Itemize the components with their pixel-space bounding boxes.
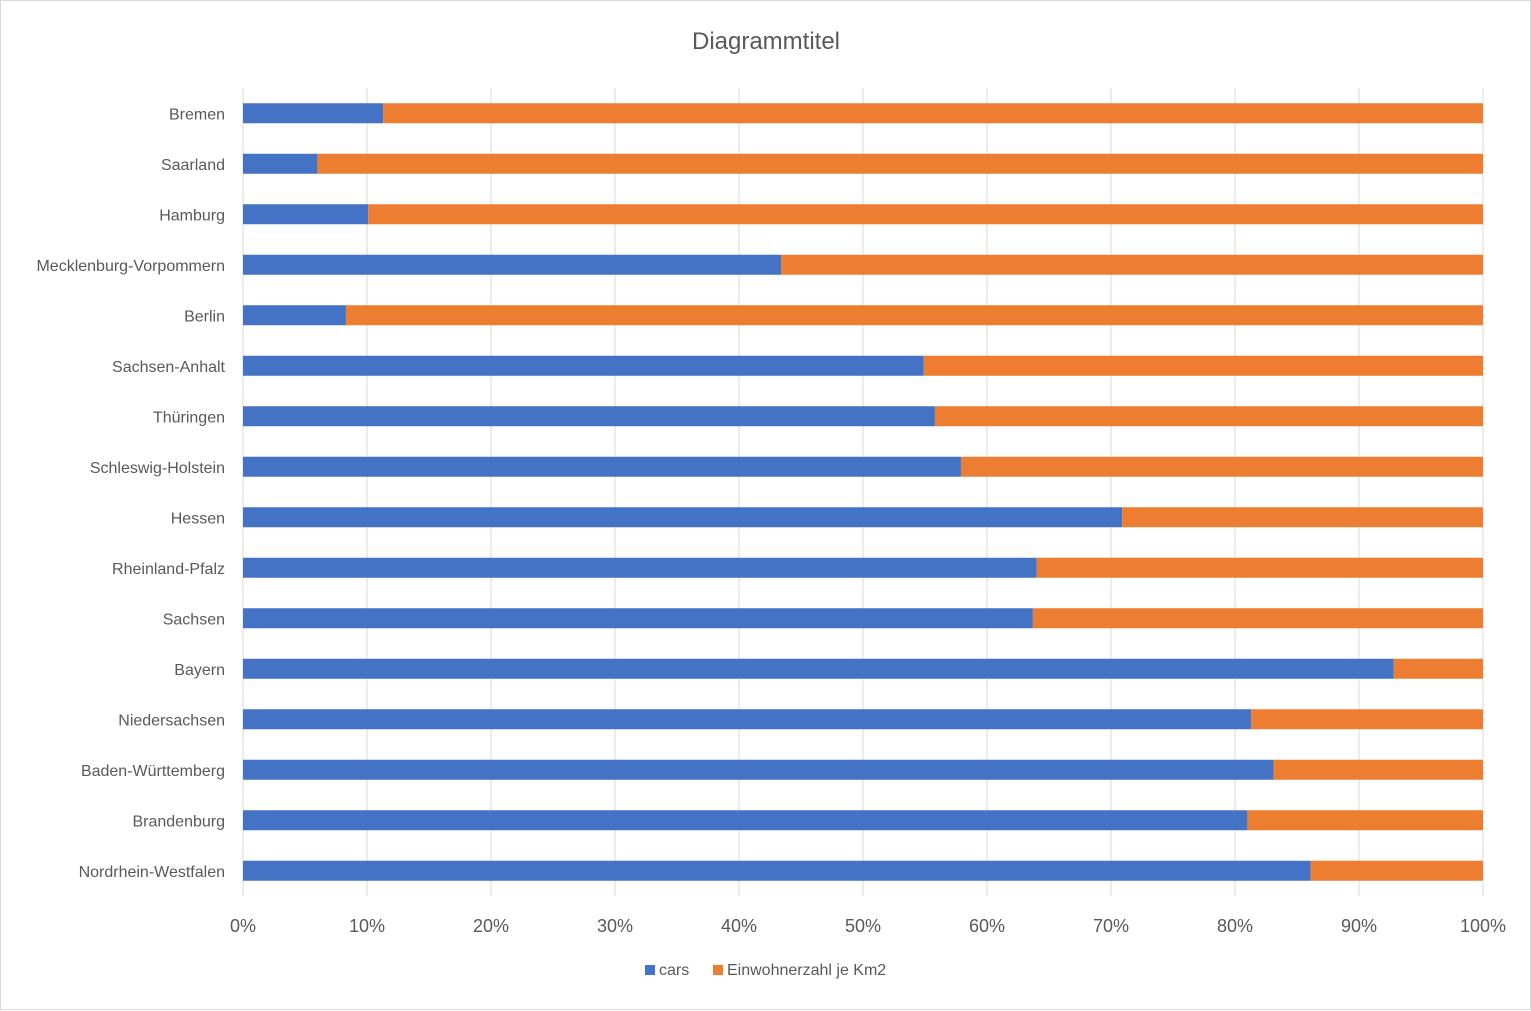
x-tick-label: 90% (1341, 916, 1377, 936)
bar-einwohnerzahl (1393, 658, 1483, 679)
bar-einwohnerzahl (317, 153, 1483, 174)
category-label: Brandenburg (132, 813, 225, 830)
bar-einwohnerzahl (1036, 557, 1483, 578)
bar-einwohnerzahl (1251, 709, 1483, 730)
x-tick-label: 20% (473, 916, 509, 936)
bar-cars (243, 507, 1123, 528)
category-label: Thüringen (153, 409, 225, 426)
bar-einwohnerzahl (1122, 507, 1483, 528)
category-label: Rheinland-Pfalz (112, 561, 225, 578)
category-label: Niedersachsen (118, 712, 225, 729)
x-tick-label: 80% (1217, 916, 1253, 936)
chart-title: Diagrammtitel (692, 28, 840, 55)
bar-einwohnerzahl (923, 355, 1483, 376)
bar-cars (243, 709, 1252, 730)
x-tick-label: 40% (721, 916, 757, 936)
category-label: Hamburg (159, 207, 225, 224)
category-label: Mecklenburg-Vorpommern (36, 258, 225, 275)
bar-cars (243, 860, 1311, 881)
bar-cars (243, 254, 782, 275)
bars (243, 103, 1483, 881)
category-label: Nordrhein-Westfalen (79, 864, 225, 881)
x-tick-label: 10% (349, 916, 385, 936)
bar-einwohnerzahl (1032, 608, 1483, 629)
bar-einwohnerzahl (368, 204, 1483, 225)
bar-cars (243, 557, 1037, 578)
category-label: Bayern (174, 662, 225, 679)
x-tick-label: 50% (845, 916, 881, 936)
category-label: Sachsen-Anhalt (112, 359, 226, 376)
bar-cars (243, 153, 318, 174)
legend: cars Einwohnerzahl je Km2 (645, 962, 886, 979)
bar-cars (243, 103, 384, 124)
legend-swatch (645, 965, 655, 975)
bar-cars (243, 456, 961, 477)
category-label: Bremen (169, 106, 225, 123)
legend-swatch (713, 965, 723, 975)
bar-einwohnerzahl (781, 254, 1483, 275)
bar-einwohnerzahl (383, 103, 1483, 124)
bar-einwohnerzahl (960, 456, 1483, 477)
bar-einwohnerzahl (1247, 810, 1483, 831)
bar-einwohnerzahl (1273, 759, 1483, 780)
bar-cars (243, 810, 1248, 831)
bar-cars (243, 355, 924, 376)
category-label: Sachsen (163, 611, 225, 628)
category-label: Baden-Württemberg (81, 763, 225, 780)
x-tick-label: 100% (1460, 916, 1506, 936)
bar-einwohnerzahl (1310, 860, 1483, 881)
category-label: Saarland (161, 157, 225, 174)
bar-cars (243, 406, 935, 427)
category-label: Berlin (184, 308, 225, 325)
x-tick-label: 60% (969, 916, 1005, 936)
legend-label: cars (659, 962, 689, 979)
bar-cars (243, 608, 1033, 629)
bar-cars (243, 759, 1274, 780)
category-labels: Bremen Saarland Hamburg Mecklenburg-Vorpomm… (36, 106, 225, 881)
legend-label: Einwohnerzahl je Km2 (727, 962, 886, 979)
x-tick-labels: 0% 10% 20% 30% 40% 50% 60% 70% 80% 90% 100% (230, 916, 1506, 936)
bar-cars (243, 204, 369, 225)
category-label: Hessen (171, 510, 225, 527)
bar-cars (243, 305, 346, 326)
x-tick-label: 70% (1093, 916, 1129, 936)
bar-cars (243, 658, 1394, 679)
x-tick-label: 30% (597, 916, 633, 936)
x-tick-label: 0% (230, 916, 256, 936)
bar-einwohnerzahl (934, 406, 1483, 427)
category-label: Schleswig-Holstein (90, 460, 225, 477)
bar-einwohnerzahl (345, 305, 1483, 326)
